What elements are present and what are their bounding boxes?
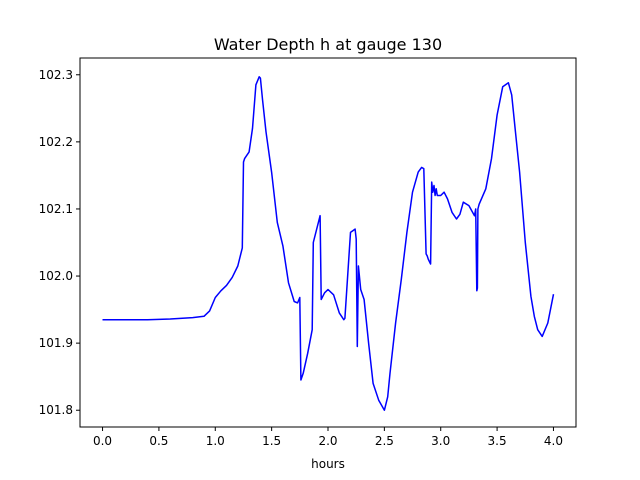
x-axis-label: hours [311, 457, 345, 471]
x-tick-label: 4.0 [544, 434, 563, 448]
x-tick-label: 2.5 [375, 434, 394, 448]
y-tick-label: 102.1 [39, 202, 73, 216]
plot-layer [102, 76, 555, 411]
series-line-water-depth [102, 76, 555, 411]
x-tick-label: 2.0 [318, 434, 337, 448]
x-tick-label: 3.0 [431, 434, 450, 448]
y-tick-label: 102.0 [39, 269, 73, 283]
y-tick-label: 101.8 [39, 403, 73, 417]
y-tick-label: 102.2 [39, 135, 73, 149]
x-tick-label: 0.5 [149, 434, 168, 448]
y-tick-label: 102.3 [39, 68, 73, 82]
y-tick-label: 101.9 [39, 336, 73, 350]
y-axis: 101.8 101.9 102.0 102.1 102.2 102.3 [39, 68, 80, 417]
plot-frame [79, 57, 577, 428]
x-tick-label: 1.5 [262, 434, 281, 448]
x-tick-label: 1.0 [206, 434, 225, 448]
x-axis: 0.0 0.5 1.0 1.5 2.0 2.5 3.0 3.5 4.0 [93, 427, 563, 448]
x-tick-label: 0.0 [93, 434, 112, 448]
x-tick-label: 3.5 [488, 434, 507, 448]
chart-title: Water Depth h at gauge 130 [214, 35, 442, 54]
